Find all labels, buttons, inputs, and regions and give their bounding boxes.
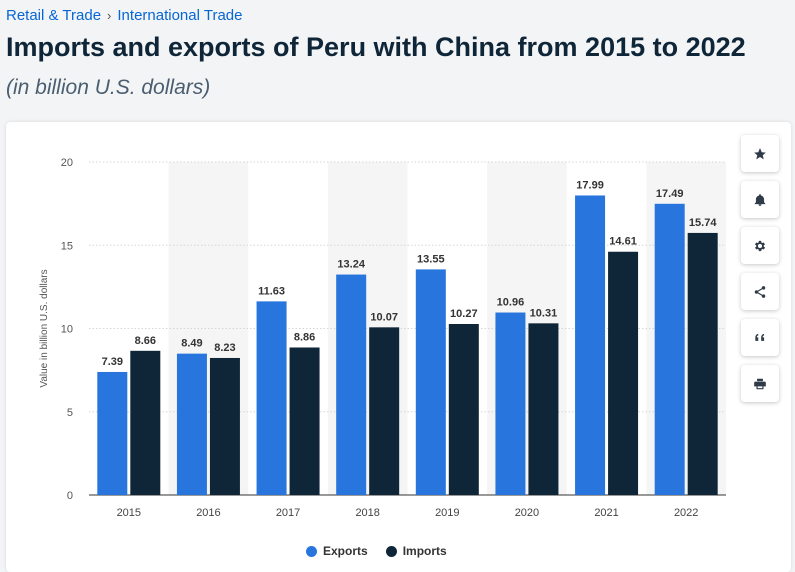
chart-toolbar — [741, 135, 779, 402]
y-tick-label: 5 — [67, 407, 73, 419]
x-tick-label: 2015 — [117, 507, 141, 519]
page-title: Imports and exports of Peru with China f… — [6, 32, 746, 62]
y-tick-label: 15 — [61, 240, 73, 252]
x-tick-label: 2022 — [674, 507, 698, 519]
notification-button[interactable] — [741, 181, 779, 218]
breadcrumb-separator: › — [107, 8, 112, 23]
data-label: 7.39 — [102, 356, 123, 368]
y-tick-label: 10 — [61, 324, 73, 336]
breadcrumb: Retail & Trade › International Trade — [6, 7, 242, 24]
data-label: 10.07 — [370, 311, 398, 323]
bar-exports-2022[interactable] — [654, 203, 685, 495]
data-label: 10.31 — [530, 307, 558, 319]
x-tick-label: 2021 — [594, 507, 618, 519]
star-icon — [754, 147, 766, 159]
x-tick-label: 2018 — [355, 507, 379, 519]
bar-imports-2022[interactable] — [687, 232, 718, 495]
x-tick-label: 2019 — [435, 507, 459, 519]
breadcrumb-item-international-trade[interactable]: International Trade — [117, 7, 243, 24]
data-label: 13.55 — [417, 253, 445, 265]
data-label: 8.23 — [214, 342, 235, 354]
y-axis-label: Value in billion U.S. dollars — [39, 269, 50, 387]
bar-exports-2018[interactable] — [336, 274, 367, 495]
bar-exports-2015[interactable] — [97, 371, 128, 495]
legend-dot-exports — [306, 545, 317, 557]
data-label: 13.24 — [337, 259, 365, 271]
data-label: 10.27 — [450, 308, 478, 320]
y-tick-label: 0 — [67, 490, 73, 502]
data-label: 8.86 — [294, 331, 315, 343]
data-label: 11.63 — [258, 285, 285, 297]
data-label: 8.49 — [181, 338, 202, 350]
legend-item-exports[interactable]: Exports — [306, 544, 368, 558]
gear-icon — [754, 240, 766, 251]
bar-imports-2018[interactable] — [369, 327, 400, 495]
share-icon — [754, 285, 766, 298]
bar-imports-2017[interactable] — [289, 347, 320, 495]
settings-button[interactable] — [741, 227, 779, 264]
bar-chart: 0 5 10 15 20 Value in billion U.S. dollars 7.3… — [39, 157, 726, 519]
legend-label-exports: Exports — [323, 544, 368, 558]
print-button[interactable] — [741, 365, 779, 402]
chart-legend: Exports Imports — [306, 544, 447, 558]
x-tick-label: 2016 — [196, 507, 220, 519]
share-button[interactable] — [741, 273, 779, 310]
bar-exports-2020[interactable] — [495, 312, 526, 495]
legend-dot-imports — [385, 545, 397, 557]
data-label: 10.96 — [497, 297, 525, 309]
page-subtitle: (in billion U.S. dollars) — [6, 76, 211, 99]
data-label: 14.61 — [609, 236, 637, 248]
data-label: 15.74 — [689, 217, 717, 229]
bar-exports-2021[interactable] — [575, 195, 606, 495]
legend-item-imports[interactable]: Imports — [385, 544, 447, 558]
chart-card: 0 5 10 15 20 Value in billion U.S. dollars 7.3… — [6, 122, 791, 572]
x-tick-label: 2017 — [276, 507, 300, 519]
favorite-button[interactable] — [741, 135, 779, 172]
bar-imports-2021[interactable] — [608, 251, 639, 495]
breadcrumb-item-retail-trade[interactable]: Retail & Trade — [6, 7, 102, 24]
data-label: 17.99 — [576, 179, 604, 191]
data-label: 17.49 — [656, 188, 684, 200]
print-icon — [754, 378, 766, 389]
x-tick-label: 2020 — [515, 507, 539, 519]
y-tick-label: 20 — [61, 157, 73, 169]
data-label: 8.66 — [135, 335, 156, 347]
bar-imports-2020[interactable] — [528, 323, 559, 495]
bar-imports-2015[interactable] — [130, 350, 161, 495]
bar-exports-2019[interactable] — [415, 269, 446, 495]
quote-icon — [755, 333, 765, 341]
legend-label-imports: Imports — [402, 544, 447, 558]
bar-exports-2017[interactable] — [256, 301, 287, 495]
cite-button[interactable] — [741, 319, 779, 356]
bar-exports-2016[interactable] — [176, 353, 207, 495]
bell-icon — [754, 193, 766, 206]
bar-imports-2019[interactable] — [448, 324, 479, 495]
bar-imports-2016[interactable] — [209, 357, 240, 495]
